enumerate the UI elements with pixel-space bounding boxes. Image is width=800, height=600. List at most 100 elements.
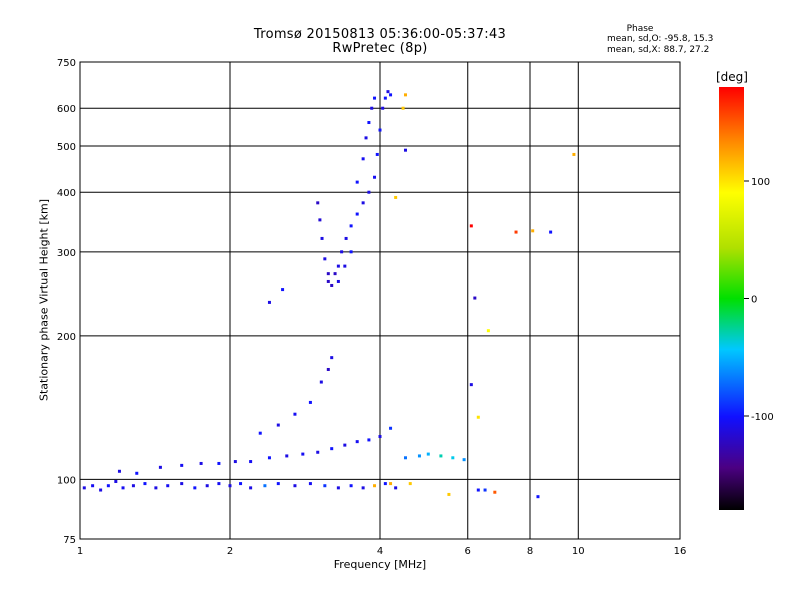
data-point [326,279,330,283]
chart-title: Tromsø 20150813 05:36:00-05:37:43 [253,27,507,42]
data-point [483,488,487,492]
data-point [469,224,473,228]
data-point [199,461,203,465]
x-tick-label: 8 [527,546,533,557]
x-tick-label: 1 [77,546,83,557]
data-point [439,454,443,458]
data-point [389,426,393,430]
data-point [514,230,518,234]
data-point [180,482,184,486]
data-point [91,484,95,488]
data-point [386,90,390,94]
data-point [343,264,347,268]
data-point [326,367,330,371]
data-point [344,236,348,240]
phase-stats-x-mode: mean, sd,X: 88.7, 27.2 [607,45,710,55]
data-point [323,257,327,261]
data-point [408,482,412,486]
data-point [373,484,377,488]
plot-frame [79,61,681,540]
data-point [370,106,374,110]
data-point [323,484,327,488]
data-point [572,152,576,156]
x-tick-label: 10 [572,546,585,557]
data-point [451,456,455,460]
data-point [355,440,359,444]
data-point [308,482,312,486]
data-point [263,484,267,488]
data-point [258,431,262,435]
data-point [361,201,365,205]
data-point [330,356,334,360]
data-point [375,152,379,156]
data-point [330,447,334,451]
data-point [355,180,359,184]
data-point [389,482,393,486]
data-point [536,495,540,499]
data-point [316,450,320,454]
data-point [361,486,365,490]
data-point [355,212,359,216]
data-point [121,486,125,490]
chart-subtitle: RwPretec (8p) [332,41,428,56]
y-tick-label: 750 [57,58,76,69]
data-point [531,229,535,233]
data-point [276,482,280,486]
data-point [330,283,334,287]
data-point [340,250,344,254]
data-point [249,486,253,490]
data-point [473,296,477,300]
x-axis-label: Frequency [MHz] [333,558,427,571]
data-point [469,383,473,387]
x-tick-label: 16 [674,546,687,557]
data-point [217,482,221,486]
data-point [447,492,451,496]
data-point [394,195,398,199]
data-point [301,452,305,456]
y-tick-label: 75 [63,535,76,546]
data-point [373,96,377,100]
data-point [143,482,147,486]
data-point [336,486,340,490]
data-point [336,264,340,268]
data-point [549,230,553,234]
data-point [285,454,289,458]
data-point [154,486,158,490]
data-point [228,484,232,488]
data-point [267,300,271,304]
data-point [180,463,184,467]
data-point [166,484,170,488]
colorbar-unit-label: [deg] [716,70,748,84]
data-point [486,329,490,333]
y-tick-label: 100 [57,475,76,486]
data-point [476,488,480,492]
colorbar [719,87,744,510]
y-tick-label: 300 [57,248,76,259]
data-point [131,484,135,488]
colorbar-tick-label: 100 [751,177,770,188]
data-point [383,482,387,486]
data-point [403,93,407,97]
data-point [462,458,466,462]
data-point [476,415,480,419]
data-point [320,236,324,240]
data-point [383,96,387,100]
data-point [276,423,280,427]
data-point [349,224,353,228]
data-point [333,272,337,276]
grid-lines [80,62,680,539]
data-point [426,452,430,456]
data-point [239,482,243,486]
x-tick-label: 2 [227,546,233,557]
data-point [281,288,285,292]
data-point [389,93,393,97]
data-point [401,106,405,110]
data-point [117,469,121,473]
phase-stats-title: Phase [626,24,654,34]
data-point [326,272,330,276]
data-point [381,106,385,110]
colorbar-ticks: 100 0 -100 [744,177,774,423]
data-point [394,486,398,490]
data-point [158,465,162,469]
